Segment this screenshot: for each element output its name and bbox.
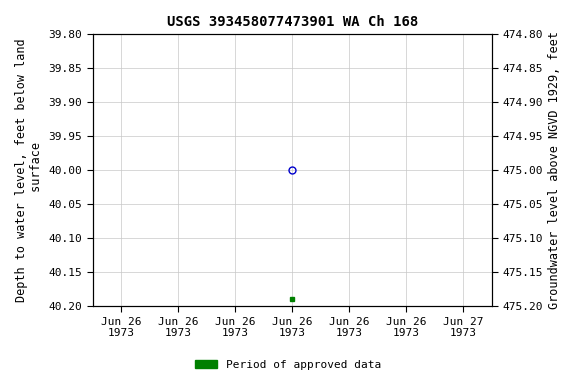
Legend: Period of approved data: Period of approved data <box>191 356 385 375</box>
Y-axis label: Depth to water level, feet below land
 surface: Depth to water level, feet below land su… <box>15 38 43 302</box>
Y-axis label: Groundwater level above NGVD 1929, feet: Groundwater level above NGVD 1929, feet <box>548 31 561 309</box>
Title: USGS 393458077473901 WA Ch 168: USGS 393458077473901 WA Ch 168 <box>166 15 418 29</box>
